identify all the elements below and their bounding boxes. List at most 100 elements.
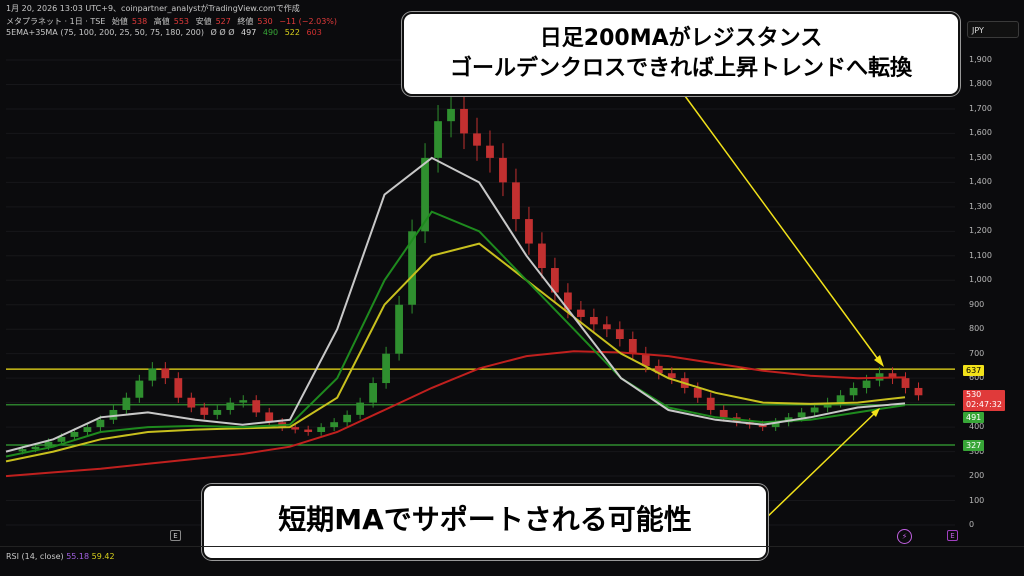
candle-body: [914, 387, 923, 396]
candle-body: [226, 402, 235, 410]
pane-divider[interactable]: [0, 546, 1024, 547]
candle-body: [460, 108, 468, 134]
indicator-name[interactable]: 5EMA+35MA (75, 100, 200, 25, 50, 75, 180…: [6, 28, 204, 37]
price-axis[interactable]: 1,900 1,800 1,700 1,600 1,500 1,400 1,300 1,200…: [961, 40, 1024, 540]
symbol-title[interactable]: メタプラネット · 1日 · TSE: [6, 17, 106, 26]
candle-body: [563, 292, 572, 310]
y-tick-label: 1,000: [969, 275, 992, 285]
candle-body: [512, 182, 520, 220]
candle-body: [31, 446, 40, 450]
y-tick-label: 0: [969, 520, 975, 529]
high-value: 553: [173, 17, 190, 26]
candle-body: [901, 378, 910, 388]
y-tick-label: 900: [969, 299, 985, 309]
y-tick-label: 800: [969, 324, 985, 334]
grid-lines: [6, 59, 955, 526]
last-price: 530: [966, 390, 982, 399]
candle-body: [135, 380, 144, 398]
y-tick-label: 1,400: [969, 177, 992, 187]
candle-body: [356, 402, 365, 415]
candle-body: [473, 133, 481, 146]
candle-body: [187, 397, 196, 408]
candle-body: [654, 365, 663, 374]
y-tick-label: 1,600: [969, 128, 992, 138]
arrow-to-short-ma: [763, 411, 877, 521]
candle-body: [602, 324, 611, 330]
candle-body: [447, 108, 455, 122]
candle-body: [239, 400, 248, 403]
candle-body: [291, 427, 300, 430]
y-tick-label: 700: [969, 348, 985, 358]
y-tick-label: 100: [969, 495, 985, 505]
candle-body: [836, 395, 845, 403]
candle-body: [706, 397, 715, 410]
candle-body: [771, 422, 780, 428]
ma-line-25ma: [5, 156, 906, 453]
candle-body: [161, 368, 170, 379]
candle-body: [304, 429, 313, 432]
arrow-head-short-ma: [871, 408, 880, 417]
indicator-row[interactable]: 5EMA+35MA (75, 100, 200, 25, 50, 75, 180…: [6, 28, 326, 37]
candle-body: [252, 400, 261, 413]
candle-body: [862, 380, 871, 388]
y-tick-label: 1,300: [969, 201, 992, 211]
y-tick-label: 1,500: [969, 152, 992, 162]
earnings-marker[interactable]: E: [170, 530, 181, 541]
resistance-callout: 日足200MAがレジスタンス ゴールデンクロスできれば上昇トレンドへ転換: [402, 12, 960, 96]
snapshot-caption: 1月 20, 2026 13:03 UTC+9、coinpartner_anal…: [6, 4, 300, 13]
indicator-value-2: 490: [262, 28, 279, 37]
candle-body: [499, 157, 507, 183]
candle-body: [96, 419, 105, 428]
candle-body: [200, 407, 209, 415]
candle-body: [888, 373, 897, 379]
indicator-value-4: 603: [306, 28, 322, 37]
candle-body: [810, 407, 819, 413]
resistance-price-tag: 637: [963, 365, 985, 376]
y-tick-label: 1,200: [969, 226, 992, 236]
rsi-value-2: 59.42: [91, 552, 115, 561]
annotation-arrows: [684, 95, 884, 521]
y-tick-label: 1,900: [969, 55, 992, 64]
ohlc-row: メタプラネット · 1日 · TSE 始値 538 高値 553 安値 527 終値 5…: [6, 16, 341, 27]
candle-body: [693, 387, 702, 398]
candle-body: [589, 316, 598, 325]
bar-countdown: 02:47:32: [966, 400, 1002, 409]
candle-body: [44, 441, 53, 447]
close-label: 終値: [237, 17, 254, 26]
candle-body: [109, 409, 118, 420]
y-tick-label: 300: [969, 446, 985, 456]
y-tick-label: 1,800: [969, 79, 992, 89]
open-value: 538: [131, 17, 148, 26]
rsi-legend[interactable]: RSI (14, close) 55.18 59.42: [6, 552, 115, 561]
indicator-empty: Ø Ø Ø: [210, 28, 235, 37]
candlesticks: [18, 92, 923, 455]
earnings-marker-future[interactable]: E: [947, 530, 958, 541]
y-tick-label: 1,100: [969, 250, 992, 260]
open-label: 始値: [111, 17, 128, 26]
candle-body: [538, 243, 546, 269]
candle-body: [122, 397, 131, 410]
support-callout: 短期MAでサポートされる可能性: [202, 484, 768, 560]
callout-top-line2: ゴールデンクロスできれば上昇トレンドへ転換: [449, 56, 912, 81]
arrow-head-200ma: [874, 355, 884, 367]
candle-body: [369, 383, 378, 403]
lightning-icon[interactable]: ⚡: [897, 529, 912, 544]
currency-selector[interactable]: JPY: [967, 21, 1019, 38]
candle-body: [213, 409, 222, 415]
candle-body: [317, 427, 326, 432]
candle-body: [434, 121, 442, 158]
rsi-value-1: 55.18: [66, 552, 90, 561]
moving-averages: [5, 156, 906, 478]
candle-body: [382, 353, 390, 384]
candle-body: [343, 414, 352, 423]
candle-body: [758, 424, 767, 428]
low-value: 527: [215, 17, 231, 26]
candle-body: [849, 387, 858, 396]
rsi-label: RSI (14, close): [6, 552, 64, 561]
candle-body: [421, 157, 429, 232]
last-price-tag: 530 02:47:32: [963, 390, 1005, 411]
y-tick-label: 200: [969, 471, 985, 481]
candle-body: [174, 378, 183, 398]
